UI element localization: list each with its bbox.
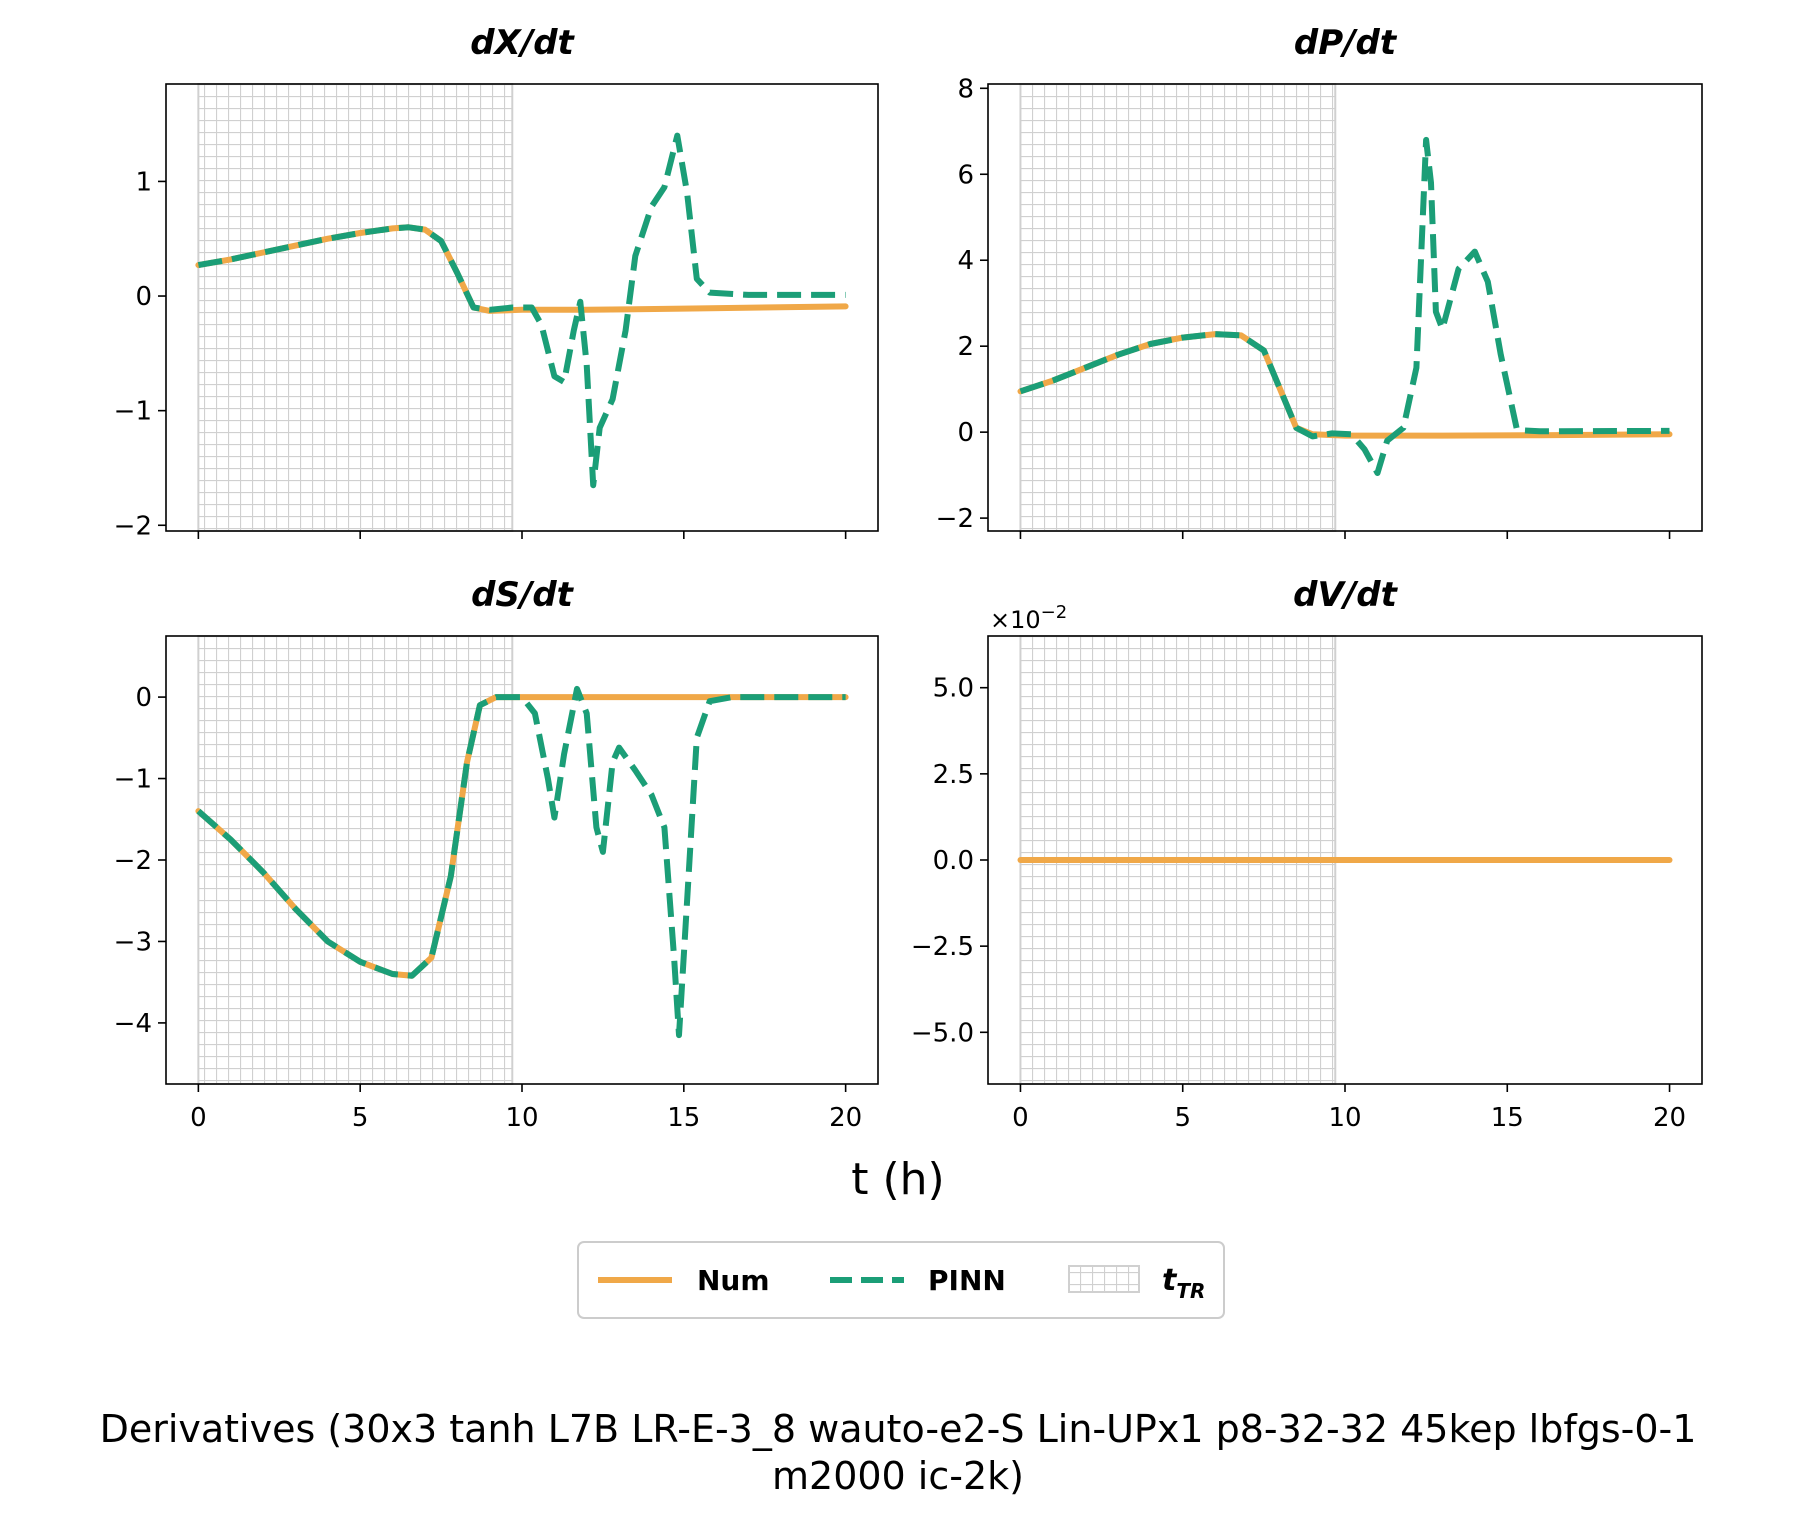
y-tick-label: −2	[114, 511, 152, 541]
y-tick-label: 6	[957, 160, 974, 190]
x-tick-label: 20	[1653, 1103, 1686, 1133]
x-tick-label: 0	[190, 1103, 207, 1133]
training-region-hatch	[1019, 83, 1337, 532]
offset-base: ×10	[990, 606, 1041, 634]
legend-label-ttr: tTR	[1162, 1263, 1205, 1303]
subplot-title: dP/dt	[1294, 23, 1398, 63]
axis-offset-text: ×10−2	[990, 602, 1067, 634]
y-tick-label: −1	[114, 397, 152, 427]
subplot-1: −2 −1 0 1 dX/dt	[114, 23, 879, 541]
training-region-hatch	[197, 83, 514, 532]
pinn-series-line	[197, 132, 846, 489]
y-tick-label: 4	[957, 246, 974, 276]
x-tick-label: 15	[1491, 1103, 1524, 1133]
legend-label-ttr-sub: TR	[1176, 1279, 1205, 1303]
x-tick-label: 10	[505, 1103, 538, 1133]
offset-exponent: −2	[1041, 602, 1068, 623]
subplot-title: dX/dt	[470, 23, 575, 63]
y-tick-label: 2.5	[933, 760, 974, 790]
x-tick-label: 5	[1174, 1103, 1191, 1133]
figure-title-line-2: m2000 ic-2k)	[772, 1454, 1024, 1498]
y-tick-label: −4	[114, 1009, 152, 1039]
subplot-title: dS/dt	[471, 575, 575, 615]
y-tick-label: 0.0	[933, 846, 974, 876]
y-tick-label: 1	[135, 167, 152, 197]
legend-swatch-hatch	[1068, 1265, 1140, 1293]
subplot-title: dV/dt	[1293, 575, 1398, 615]
x-tick-label: 15	[667, 1103, 700, 1133]
x-axis-label: t (h)	[851, 1154, 944, 1205]
y-tick-label: 0	[957, 418, 974, 448]
y-tick-label: −2	[114, 846, 152, 876]
subplot-3: −4 −3 −2 −1 0 0 5 10 15 20 dS/dt	[114, 575, 879, 1133]
legend: Num PINN tTR	[577, 1241, 1225, 1319]
pinn-series-line	[196, 685, 846, 1039]
y-tick-label: −3	[114, 927, 152, 957]
y-tick-label: 0	[135, 282, 152, 312]
y-tick-label: −2	[936, 504, 974, 534]
legend-label-ttr-main: t	[1162, 1263, 1178, 1298]
y-tick-label: 0	[135, 683, 152, 713]
y-tick-label: −1	[114, 765, 152, 795]
training-region-hatch	[197, 635, 514, 1085]
y-tick-label: 2	[957, 332, 974, 362]
subplot-4: −5.0 −2.5 0.0 2.5 5.0 0 5 10 15 20 dV/dt ×10−2	[911, 575, 1703, 1133]
figure-title-line-1: Derivatives (30x3 tanh L7B LR-E-3_8 waut…	[100, 1407, 1697, 1451]
legend-label-num: Num	[697, 1264, 770, 1297]
y-tick-label: −5.0	[911, 1018, 974, 1048]
subplot-2: −2 0 2 4 6 8 dP/dt	[936, 23, 1703, 539]
legend-label-pinn: PINN	[928, 1264, 1006, 1297]
y-tick-label: 8	[957, 74, 974, 104]
pinn-series-line	[1019, 136, 1670, 476]
x-tick-label: 5	[352, 1103, 369, 1133]
x-tick-label: 0	[1012, 1103, 1029, 1133]
x-tick-label: 20	[829, 1103, 862, 1133]
y-tick-label: 5.0	[933, 674, 974, 704]
x-tick-label: 10	[1328, 1103, 1361, 1133]
y-tick-label: −2.5	[911, 932, 974, 962]
